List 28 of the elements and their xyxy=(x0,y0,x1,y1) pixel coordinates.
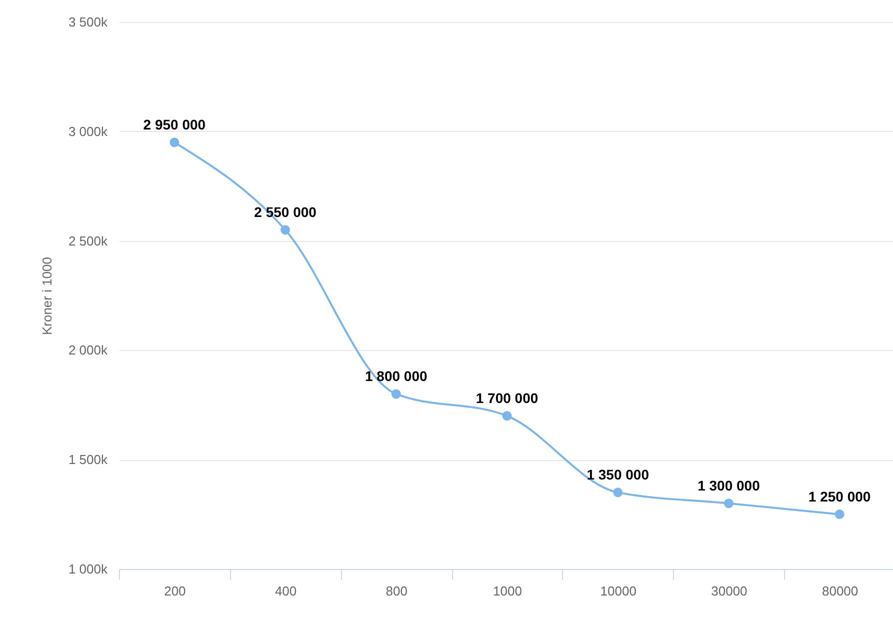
point xyxy=(280,225,290,235)
data-label: 2 950 000 xyxy=(143,116,206,132)
y-tick-label: 3 500k xyxy=(68,14,108,30)
point xyxy=(834,510,844,520)
y-tick-label: 2 500k xyxy=(68,233,108,248)
x-tick-label: 1000 xyxy=(493,584,522,598)
point xyxy=(724,498,734,508)
y-tick-label: 3 000k xyxy=(68,124,108,139)
data-label: 2 550 000 xyxy=(254,204,317,220)
y-axis-title: Kroner i 1000 xyxy=(39,256,54,336)
y-tick-label: 1 500k xyxy=(68,452,108,468)
x-tick-label: 800 xyxy=(386,584,408,598)
x-tick-label: 400 xyxy=(274,584,297,598)
point xyxy=(613,488,623,498)
x-tick-label: 30000 xyxy=(711,584,748,598)
x-tick-label: 10000 xyxy=(600,584,636,598)
y-tick-label: 2 000k xyxy=(68,342,108,358)
y-tick-label: 1 000k xyxy=(68,562,108,576)
x-tick-label: 80000 xyxy=(822,584,858,598)
data-label: 1 800 000 xyxy=(364,368,428,384)
x-tick-label: 200 xyxy=(164,584,186,598)
point xyxy=(391,389,401,399)
data-label: 1 700 000 xyxy=(476,390,538,406)
data-label: 1 300 000 xyxy=(698,477,760,494)
point xyxy=(502,411,512,421)
data-label: 1 250 000 xyxy=(808,488,871,504)
point xyxy=(170,138,180,148)
data-label: 1 350 000 xyxy=(586,466,650,482)
